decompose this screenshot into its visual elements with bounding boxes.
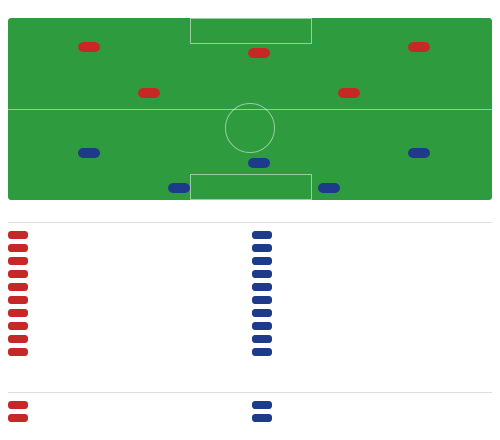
status-badge [8, 400, 28, 409]
section-divider [8, 222, 492, 223]
list-item[interactable] [8, 398, 248, 411]
player-marker[interactable] [168, 183, 190, 193]
list-item[interactable] [252, 241, 492, 254]
list-item[interactable] [8, 254, 248, 267]
penalty-box-bottom [190, 174, 312, 200]
number-badge [252, 269, 272, 278]
list-item[interactable] [252, 254, 492, 267]
away-injuries-list [252, 398, 492, 424]
status-badge [8, 413, 28, 422]
player-marker[interactable] [78, 42, 100, 52]
number-badge [252, 256, 272, 265]
list-item[interactable] [8, 411, 248, 424]
number-badge [252, 282, 272, 291]
list-item[interactable] [252, 228, 492, 241]
number-badge [252, 230, 272, 239]
list-item[interactable] [8, 332, 248, 345]
home-substitutes-list [8, 228, 248, 358]
list-item[interactable] [8, 228, 248, 241]
list-item[interactable] [8, 267, 248, 280]
number-badge [252, 295, 272, 304]
player-marker[interactable] [78, 148, 100, 158]
away-substitutes-list [252, 228, 492, 358]
status-badge [252, 400, 272, 409]
number-badge [8, 308, 28, 317]
list-item[interactable] [252, 319, 492, 332]
list-item[interactable] [252, 398, 492, 411]
number-badge [8, 347, 28, 356]
number-badge [252, 243, 272, 252]
list-item[interactable] [8, 241, 248, 254]
list-item[interactable] [252, 293, 492, 306]
player-marker[interactable] [408, 148, 430, 158]
pitch [8, 18, 492, 200]
player-marker[interactable] [248, 48, 270, 58]
player-marker[interactable] [338, 88, 360, 98]
penalty-box-top [190, 18, 312, 44]
home-injuries-list [8, 398, 248, 424]
number-badge [8, 334, 28, 343]
number-badge [8, 295, 28, 304]
center-circle [225, 103, 275, 153]
list-item[interactable] [252, 280, 492, 293]
list-item[interactable] [252, 267, 492, 280]
list-item[interactable] [252, 411, 492, 424]
list-item[interactable] [252, 332, 492, 345]
section-divider [8, 392, 492, 393]
list-item[interactable] [252, 306, 492, 319]
number-badge [252, 308, 272, 317]
list-item[interactable] [8, 345, 248, 358]
number-badge [8, 269, 28, 278]
number-badge [8, 256, 28, 265]
list-item[interactable] [8, 319, 248, 332]
status-badge [252, 413, 272, 422]
player-marker[interactable] [408, 42, 430, 52]
player-marker[interactable] [318, 183, 340, 193]
player-marker[interactable] [248, 158, 270, 168]
list-item[interactable] [8, 293, 248, 306]
list-item[interactable] [8, 280, 248, 293]
player-marker[interactable] [138, 88, 160, 98]
list-item[interactable] [252, 345, 492, 358]
number-badge [252, 347, 272, 356]
number-badge [8, 243, 28, 252]
list-item[interactable] [8, 306, 248, 319]
number-badge [252, 334, 272, 343]
number-badge [8, 230, 28, 239]
number-badge [8, 282, 28, 291]
number-badge [8, 321, 28, 330]
number-badge [252, 321, 272, 330]
